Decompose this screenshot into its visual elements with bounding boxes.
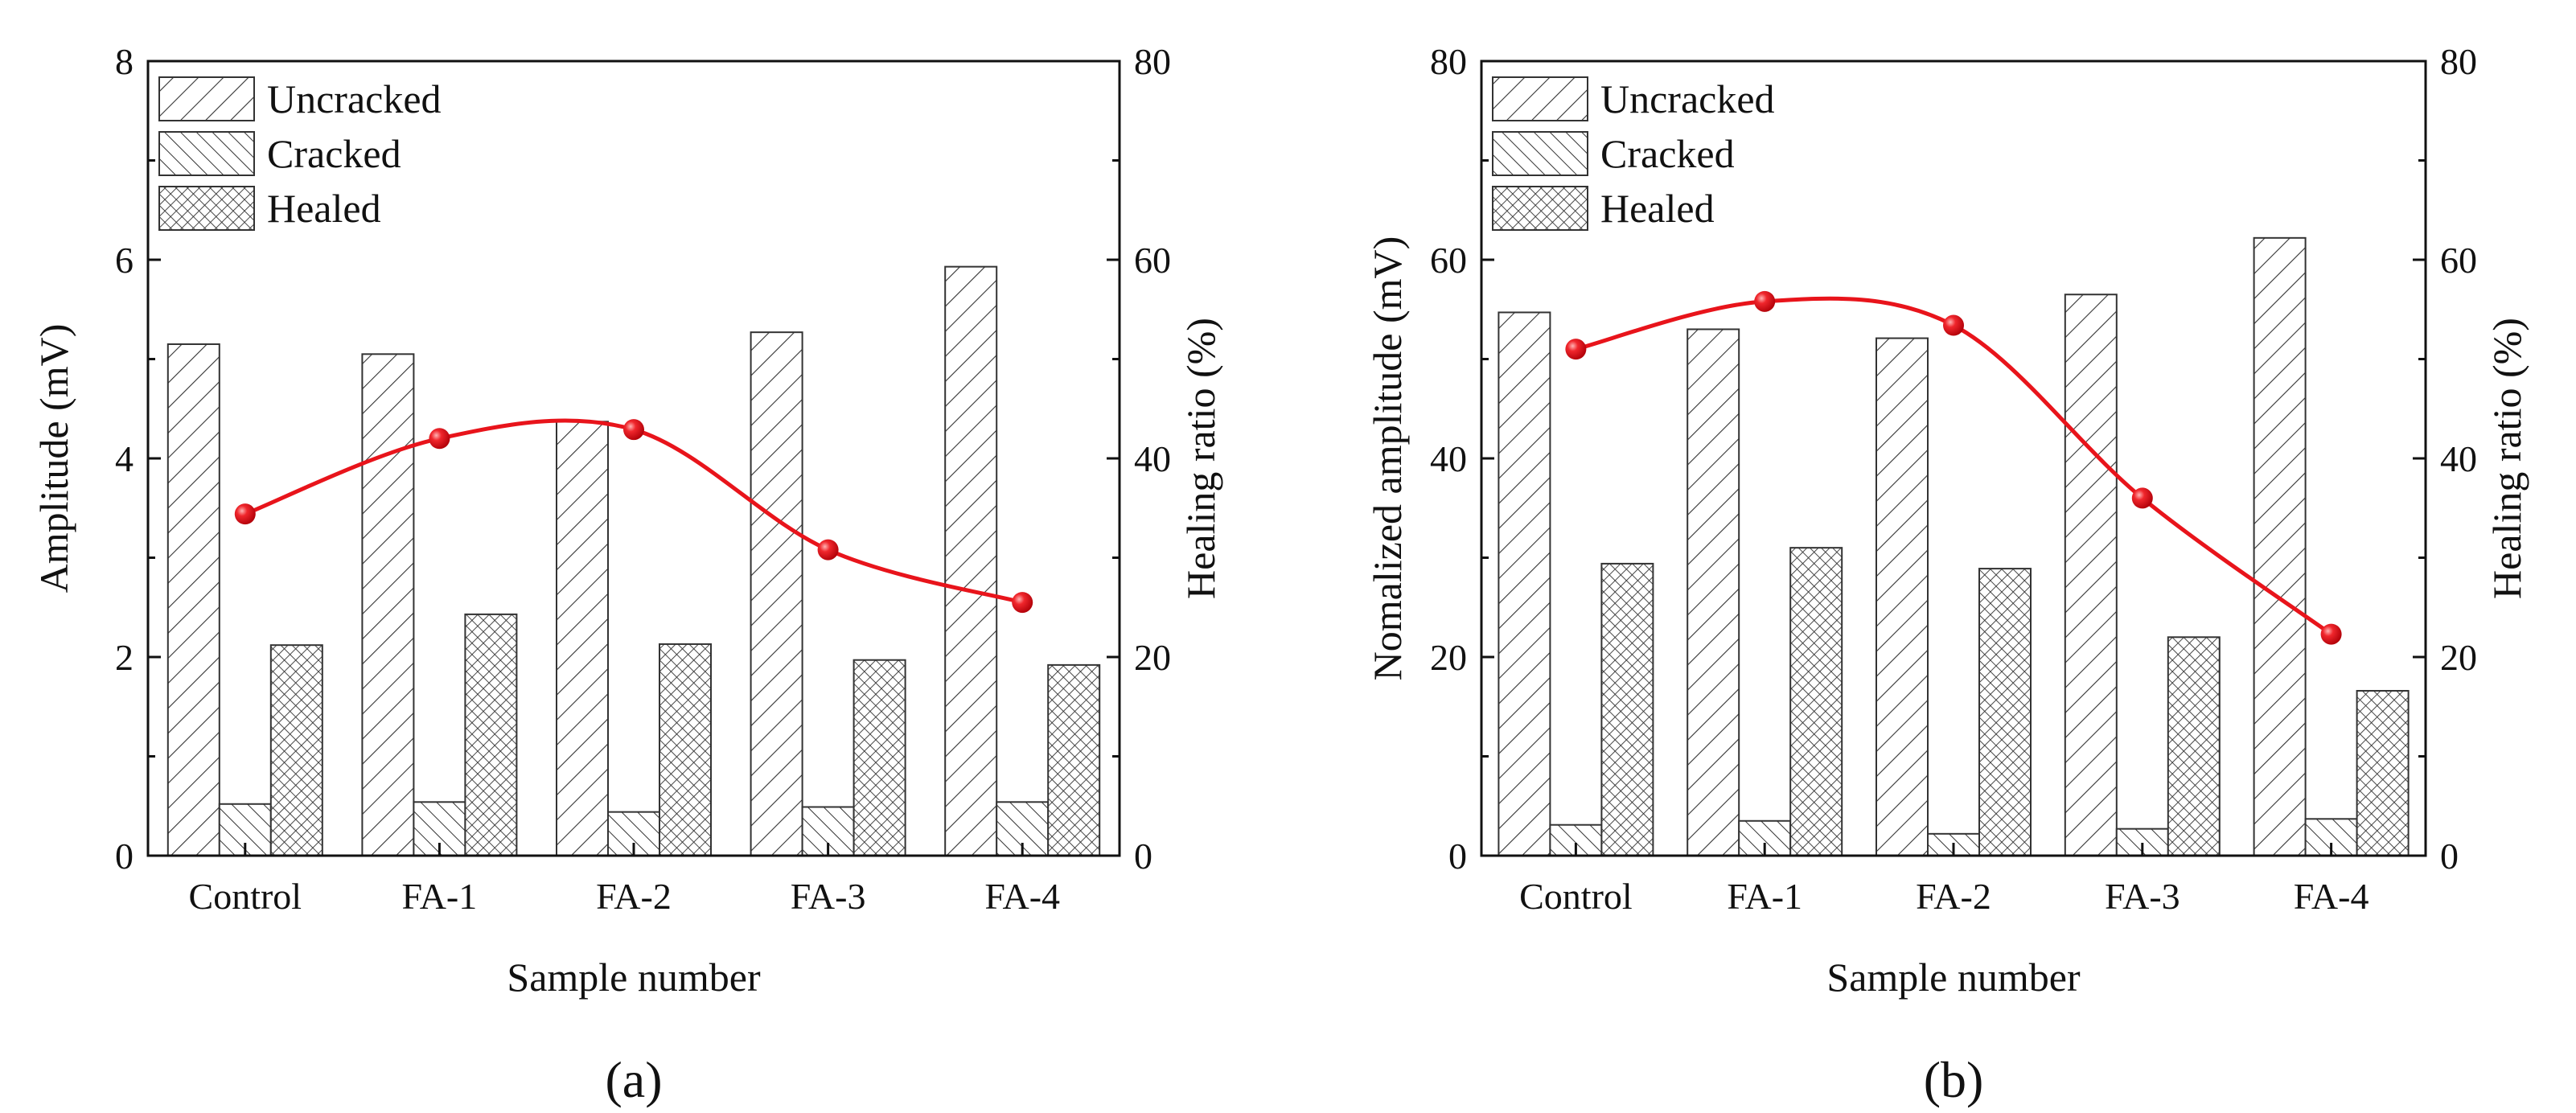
x-axis-title: Sample number bbox=[1826, 955, 2081, 1000]
bar-healed-fa-4 bbox=[1047, 663, 1101, 856]
chart-panel-b: 0 20 40 60 80 0 20 40 60 80 Control FA-1 FA-2 FA-3 FA-… bbox=[1365, 41, 2529, 1108]
bar-uncracked-fa-3 bbox=[2064, 294, 2118, 857]
panel-label: (b) bbox=[1924, 1051, 1984, 1108]
y2-tick-label: 40 bbox=[2440, 438, 2477, 479]
y2-tick-label: 20 bbox=[2440, 637, 2477, 678]
x-tick-label-control: Control bbox=[189, 876, 302, 917]
bar-uncracked-fa-2 bbox=[556, 421, 609, 856]
x-tick-label-fa-1: FA-1 bbox=[402, 876, 478, 917]
y2-tick-label: 20 bbox=[1134, 637, 1171, 678]
legend-item-cracked: Cracked bbox=[1492, 131, 1735, 176]
legend-label-cracked: Cracked bbox=[1600, 131, 1735, 176]
y-tick-label: 0 bbox=[115, 836, 134, 877]
x-tick-label-fa-4: FA-4 bbox=[2294, 876, 2369, 917]
y2-tick-label: 60 bbox=[2440, 240, 2477, 281]
bar-healed-control bbox=[1600, 562, 1654, 856]
legend-swatch-healed bbox=[1492, 186, 1588, 231]
y2-tick-label: 0 bbox=[1134, 836, 1152, 877]
y-tick-label: 60 bbox=[1430, 240, 1467, 281]
bar-uncracked-fa-2 bbox=[1876, 337, 1929, 856]
bar-uncracked-fa-4 bbox=[944, 265, 998, 856]
y2-tick-label: 40 bbox=[1134, 438, 1171, 479]
y-axis-title: Nomalized amplitude (mV) bbox=[1365, 236, 1410, 681]
bar-uncracked-control bbox=[1498, 311, 1551, 856]
bar-group bbox=[166, 265, 1101, 857]
healing-ratio-point-fa-4 bbox=[1012, 592, 1033, 614]
y2-axis-title: Healing ratio (%) bbox=[2484, 318, 2529, 599]
y-tick-label: 8 bbox=[115, 41, 134, 82]
healing-ratio-line bbox=[1575, 296, 2333, 636]
x-tick-label-control: Control bbox=[1519, 876, 1633, 917]
legend-label-healed: Healed bbox=[267, 186, 381, 231]
y-tick-label: 80 bbox=[1430, 41, 1467, 82]
healing-ratio-point-fa-3 bbox=[2131, 487, 2153, 509]
legend-swatch-uncracked bbox=[1492, 76, 1588, 121]
y-axis-title: Amplitude (mV) bbox=[31, 324, 76, 593]
x-tick-label-fa-2: FA-2 bbox=[1916, 876, 1991, 917]
y2-tick-label: 0 bbox=[2440, 836, 2459, 877]
bar-uncracked-control bbox=[166, 343, 220, 857]
x-tick-label-fa-2: FA-2 bbox=[596, 876, 672, 917]
legend: Uncracked Cracked Healed bbox=[158, 76, 442, 231]
healing-ratio-markers bbox=[1565, 290, 2342, 645]
healing-ratio-point-control bbox=[1565, 339, 1587, 360]
x-tick-label-fa-3: FA-3 bbox=[2105, 876, 2180, 917]
bar-healed-fa-3 bbox=[853, 659, 906, 857]
healing-ratio-point-control bbox=[234, 503, 256, 525]
bar-healed-fa-4 bbox=[2356, 689, 2410, 856]
healing-ratio-markers bbox=[234, 419, 1033, 614]
x-tick-label-fa-4: FA-4 bbox=[984, 876, 1060, 917]
y-tick-label: 20 bbox=[1430, 637, 1467, 678]
legend-item-healed: Healed bbox=[158, 186, 381, 231]
bar-group bbox=[1498, 236, 2410, 857]
y-tick-label: 40 bbox=[1430, 438, 1467, 479]
healing-ratio-point-fa-2 bbox=[623, 419, 644, 441]
bar-healed-fa-3 bbox=[2167, 636, 2221, 856]
y2-axis-title: Healing ratio (%) bbox=[1178, 318, 1223, 599]
y-tick-label: 2 bbox=[115, 637, 134, 678]
healing-ratio-point-fa-1 bbox=[1754, 290, 1776, 312]
legend-swatch-uncracked bbox=[158, 76, 255, 121]
bar-uncracked-fa-1 bbox=[361, 353, 415, 856]
legend-label-uncracked: Uncracked bbox=[1600, 76, 1775, 121]
legend-item-uncracked: Uncracked bbox=[158, 76, 442, 121]
y-tick-label: 4 bbox=[115, 438, 134, 479]
axis-ticks: 0 20 40 60 80 0 20 40 60 80 Control FA-1 FA-2 FA-3 FA-… bbox=[1430, 41, 2477, 917]
x-axis-title: Sample number bbox=[507, 955, 761, 1000]
legend-item-uncracked: Uncracked bbox=[1492, 76, 1775, 121]
legend-swatch-cracked bbox=[1492, 131, 1588, 176]
y2-tick-label: 80 bbox=[1134, 41, 1171, 82]
x-tick-label-fa-1: FA-1 bbox=[1727, 876, 1802, 917]
legend-item-cracked: Cracked bbox=[158, 131, 401, 176]
legend-swatch-cracked bbox=[158, 131, 255, 176]
bar-healed-fa-2 bbox=[659, 643, 712, 856]
bar-uncracked-fa-4 bbox=[2253, 236, 2307, 856]
bar-healed-control bbox=[269, 644, 323, 856]
legend: Uncracked Cracked Healed bbox=[1492, 76, 1775, 231]
y2-tick-label: 80 bbox=[2440, 41, 2477, 82]
healing-ratio-point-fa-4 bbox=[2320, 623, 2342, 645]
bar-healed-fa-2 bbox=[1978, 568, 2032, 857]
x-tick-label-fa-3: FA-3 bbox=[791, 876, 866, 917]
bar-uncracked-fa-1 bbox=[1687, 328, 1740, 856]
y-tick-label: 0 bbox=[1448, 836, 1467, 877]
healing-ratio-point-fa-2 bbox=[1943, 314, 1964, 336]
legend-item-healed: Healed bbox=[1492, 186, 1715, 231]
bar-healed-fa-1 bbox=[1789, 547, 1843, 857]
legend-label-healed: Healed bbox=[1600, 186, 1715, 231]
panel-label: (a) bbox=[605, 1051, 662, 1108]
bar-healed-fa-1 bbox=[464, 613, 518, 857]
bar-uncracked-fa-3 bbox=[750, 331, 803, 856]
legend-swatch-healed bbox=[158, 186, 255, 231]
healing-ratio-point-fa-1 bbox=[429, 428, 450, 450]
healing-ratio-point-fa-3 bbox=[817, 539, 839, 561]
legend-label-uncracked: Uncracked bbox=[267, 76, 442, 121]
y2-tick-label: 60 bbox=[1134, 240, 1171, 281]
y-tick-label: 6 bbox=[115, 240, 134, 281]
legend-label-cracked: Cracked bbox=[267, 131, 401, 176]
